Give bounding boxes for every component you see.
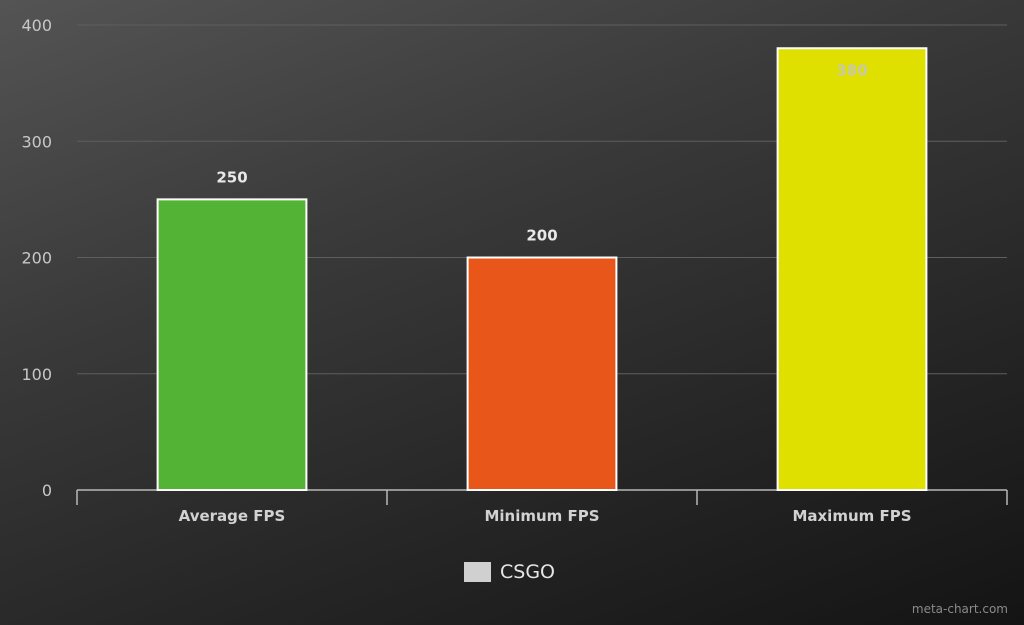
value-label-1: 200 — [526, 227, 557, 245]
legend-label: CSGO — [500, 561, 556, 583]
y-tick-label-400: 400 — [21, 16, 52, 35]
value-label-2: 380 — [836, 61, 867, 79]
value-label-0: 250 — [216, 168, 247, 186]
bar-0 — [156, 198, 308, 491]
y-tick-label-300: 300 — [21, 132, 52, 151]
y-tick-label-0: 0 — [42, 481, 52, 500]
legend[interactable]: CSGO — [464, 561, 555, 583]
x-category-label-1: Minimum FPS — [484, 507, 599, 525]
legend-swatch — [464, 562, 491, 582]
watermark: meta-chart.com — [911, 602, 1008, 616]
bar-1 — [466, 256, 618, 491]
bar-2 — [776, 47, 928, 491]
x-category-label-2: Maximum FPS — [792, 507, 911, 525]
y-tick-label-100: 100 — [21, 365, 52, 384]
x-category-label-0: Average FPS — [179, 507, 286, 525]
y-tick-label-200: 200 — [21, 249, 52, 268]
